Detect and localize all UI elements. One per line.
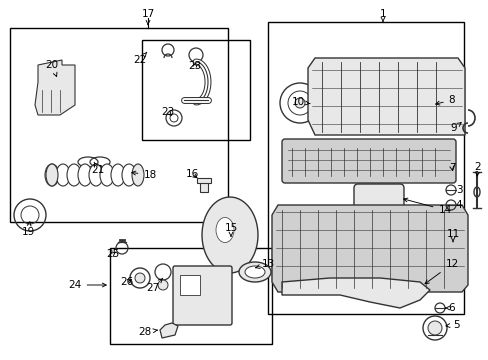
PathPatch shape (202, 197, 258, 273)
Ellipse shape (244, 266, 264, 278)
Text: 5: 5 (445, 320, 458, 330)
PathPatch shape (160, 323, 178, 338)
PathPatch shape (307, 58, 464, 135)
Bar (142, 40, 249, 140)
Ellipse shape (122, 164, 136, 186)
Bar (200, 180, 207, 192)
Text: 28: 28 (138, 327, 157, 337)
PathPatch shape (35, 60, 75, 115)
Ellipse shape (100, 164, 114, 186)
Text: 9: 9 (450, 123, 460, 133)
Ellipse shape (46, 164, 58, 186)
Text: 7: 7 (448, 163, 454, 173)
PathPatch shape (282, 278, 429, 308)
Text: 12: 12 (424, 259, 458, 284)
Text: 16: 16 (185, 169, 198, 179)
Ellipse shape (132, 164, 143, 186)
Text: 1: 1 (379, 9, 386, 22)
Text: 26: 26 (120, 277, 133, 287)
Text: 14: 14 (403, 198, 451, 215)
Text: 8: 8 (435, 95, 454, 105)
Text: 21: 21 (91, 162, 104, 175)
Text: 25: 25 (106, 249, 120, 259)
Ellipse shape (216, 217, 234, 243)
Text: 11: 11 (446, 229, 459, 242)
PathPatch shape (271, 205, 467, 292)
FancyBboxPatch shape (173, 266, 231, 325)
Bar (10, 28, 227, 222)
Text: 20: 20 (45, 60, 59, 76)
Text: 19: 19 (21, 221, 35, 237)
Ellipse shape (67, 164, 81, 186)
Text: 15: 15 (224, 223, 237, 236)
Text: 10: 10 (291, 97, 309, 107)
Ellipse shape (89, 164, 103, 186)
Text: 23: 23 (161, 107, 174, 117)
Text: 24: 24 (68, 280, 106, 290)
Text: 2: 2 (474, 162, 480, 176)
Text: 18: 18 (131, 170, 156, 180)
FancyBboxPatch shape (282, 139, 455, 183)
Ellipse shape (45, 164, 59, 186)
Ellipse shape (56, 164, 70, 186)
Text: 13: 13 (255, 259, 274, 269)
Bar (197, 178, 210, 183)
Bar (180, 275, 200, 295)
Circle shape (135, 273, 145, 283)
Text: 22: 22 (133, 52, 146, 65)
Bar (267, 22, 463, 314)
Ellipse shape (239, 262, 270, 282)
FancyBboxPatch shape (353, 184, 403, 210)
Text: 3: 3 (455, 185, 461, 195)
Text: 4: 4 (455, 200, 461, 210)
Text: 17: 17 (141, 9, 154, 25)
Circle shape (294, 98, 305, 108)
Ellipse shape (78, 164, 92, 186)
Circle shape (158, 280, 168, 290)
Bar (110, 248, 271, 344)
Text: 27: 27 (146, 278, 163, 293)
Text: 6: 6 (445, 303, 454, 313)
Ellipse shape (111, 164, 125, 186)
Circle shape (427, 321, 441, 335)
Text: 23: 23 (188, 61, 201, 71)
